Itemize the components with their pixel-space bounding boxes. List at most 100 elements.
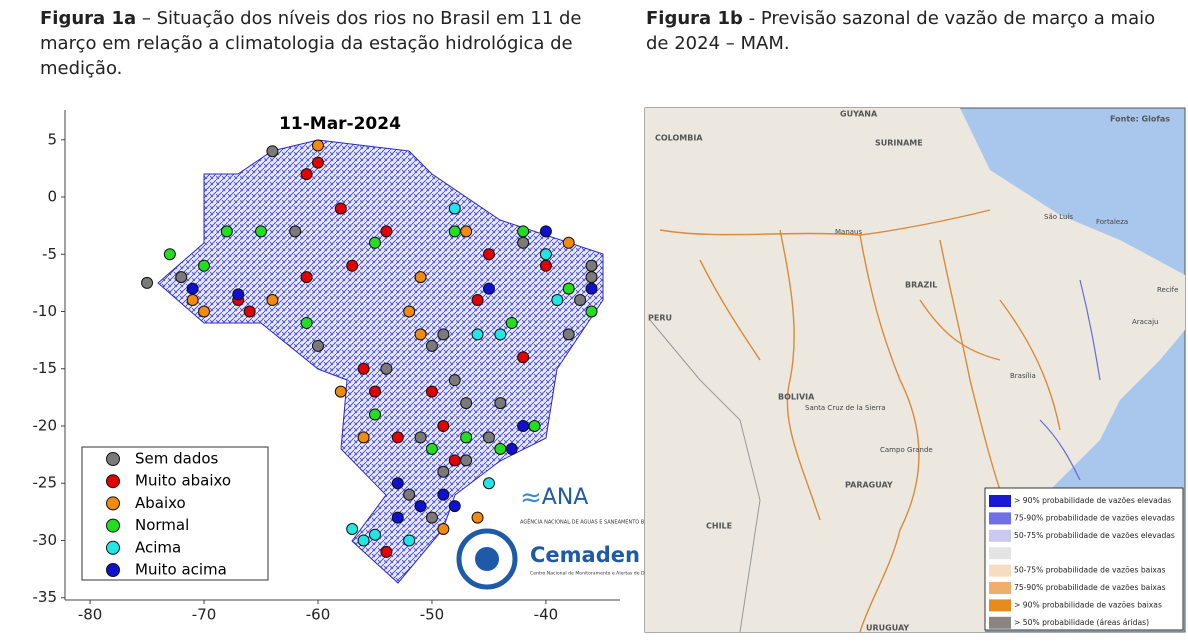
station-point	[391, 431, 404, 444]
legend-marker	[106, 452, 120, 466]
station-point	[517, 419, 530, 432]
station-point	[494, 397, 507, 410]
cemaden-logo: Cemaden	[530, 543, 640, 567]
station-point	[368, 408, 381, 421]
map-legend-label: 75-90% probabilidade de vazões elevadas	[1014, 513, 1175, 522]
station-point	[517, 351, 530, 364]
map-label: GUYANA	[840, 110, 878, 119]
station-point	[346, 259, 359, 272]
map-label: São Luís	[1044, 213, 1073, 221]
station-point	[232, 288, 245, 301]
y-tick-label: -35	[33, 588, 58, 606]
station-point	[471, 294, 484, 307]
station-point	[346, 523, 359, 536]
legend-marker	[106, 563, 120, 577]
station-point	[175, 271, 188, 284]
station-point	[198, 259, 211, 272]
map-label: Fortaleza	[1096, 218, 1128, 226]
legend: Sem dados Muito abaixo Abaixo Normal Acima Mu…	[106, 450, 231, 579]
station-point	[562, 282, 575, 295]
map-legend-label: > 90% probabilidade de vazões elevadas	[1014, 496, 1171, 505]
station-point	[471, 511, 484, 524]
map-1b: Fonte: Glofas COLOMBIA GUYANA SURINAME B…	[644, 107, 1186, 633]
legend-label: Muito acima	[135, 561, 227, 579]
station-point	[357, 431, 370, 444]
map-label: Brasília	[1010, 372, 1036, 380]
station-point	[460, 397, 473, 410]
station-point	[414, 328, 427, 341]
y-tick-label: -10	[33, 302, 58, 320]
caption-label: Figura 1a	[40, 8, 137, 29]
station-point	[243, 305, 256, 318]
station-point	[289, 225, 302, 238]
station-point	[494, 328, 507, 341]
station-point	[437, 488, 450, 501]
station-point	[574, 294, 587, 307]
y-tick-label: -5	[42, 245, 57, 263]
map-legend-swatch	[989, 512, 1011, 525]
station-point	[482, 431, 495, 444]
station-point	[539, 248, 552, 261]
legend-marker	[106, 474, 120, 489]
station-point	[482, 477, 495, 490]
map-legend: > 90% probabilidade de vazões elevadas 75…	[989, 495, 1175, 629]
station-point	[334, 385, 347, 398]
ana-logo: ≈ANA	[520, 483, 588, 513]
map-legend-label: > 90% probabilidade de vazões baixas	[1014, 600, 1162, 609]
station-point	[505, 442, 518, 455]
station-point	[255, 225, 268, 238]
station-point	[425, 511, 438, 524]
map-legend-label: 50-75% probabilidade de vazões elevadas	[1014, 531, 1175, 540]
map-label: Campo Grande	[880, 446, 933, 454]
caption-1a: Figura 1a – Situação dos níveis dos rios…	[40, 6, 610, 81]
legend-marker	[106, 540, 120, 555]
station-point	[448, 500, 461, 513]
x-tick-label: -50	[420, 606, 445, 624]
map-label: Recife	[1157, 286, 1178, 294]
station-point	[460, 225, 473, 238]
station-point	[266, 145, 279, 158]
x-tick-label: -80	[78, 606, 103, 624]
station-point	[266, 294, 279, 307]
station-point	[141, 276, 154, 289]
map-legend-label: > 50% probabilidade (áreas áridas)	[1014, 618, 1149, 627]
station-point	[437, 419, 450, 432]
map-label: PARAGUAY	[845, 481, 893, 490]
legend-box	[81, 446, 269, 581]
station-point	[300, 168, 313, 181]
legend-label: Muito abaixo	[135, 472, 231, 490]
station-point	[391, 511, 404, 524]
map-label: BRAZIL	[905, 281, 937, 290]
land	[645, 108, 1185, 632]
station-point	[528, 419, 541, 432]
legend-label: Acima	[135, 538, 181, 556]
station-point	[551, 294, 564, 307]
station-point	[437, 523, 450, 536]
map-legend-swatch	[989, 599, 1011, 612]
station-point	[562, 236, 575, 249]
y-tick-label: 5	[47, 130, 57, 148]
caption-1b: Figura 1b - Previsão sazonal de vazão de…	[646, 6, 1166, 56]
y-tick-label: -20	[33, 416, 58, 434]
map-legend-swatch	[989, 547, 1011, 560]
station-point	[414, 271, 427, 284]
map-label: Manaus	[835, 228, 862, 236]
station-point	[448, 374, 461, 387]
station-point	[311, 156, 324, 169]
map-legend-swatch	[989, 529, 1011, 542]
x-tick-label: -70	[192, 606, 217, 624]
station-point	[448, 225, 461, 238]
station-point	[425, 442, 438, 455]
legend-label: Abaixo	[135, 494, 186, 512]
map-label: Aracaju	[1132, 318, 1158, 326]
station-point	[539, 225, 552, 238]
station-point	[437, 465, 450, 478]
station-point	[414, 431, 427, 444]
y-tick-label: -15	[33, 359, 58, 377]
map-legend-label: 75-90% probabilidade de vazões baixas	[1014, 583, 1166, 592]
y-tick-label: -25	[33, 474, 58, 492]
rivers	[659, 209, 1061, 633]
station-point	[403, 305, 416, 318]
